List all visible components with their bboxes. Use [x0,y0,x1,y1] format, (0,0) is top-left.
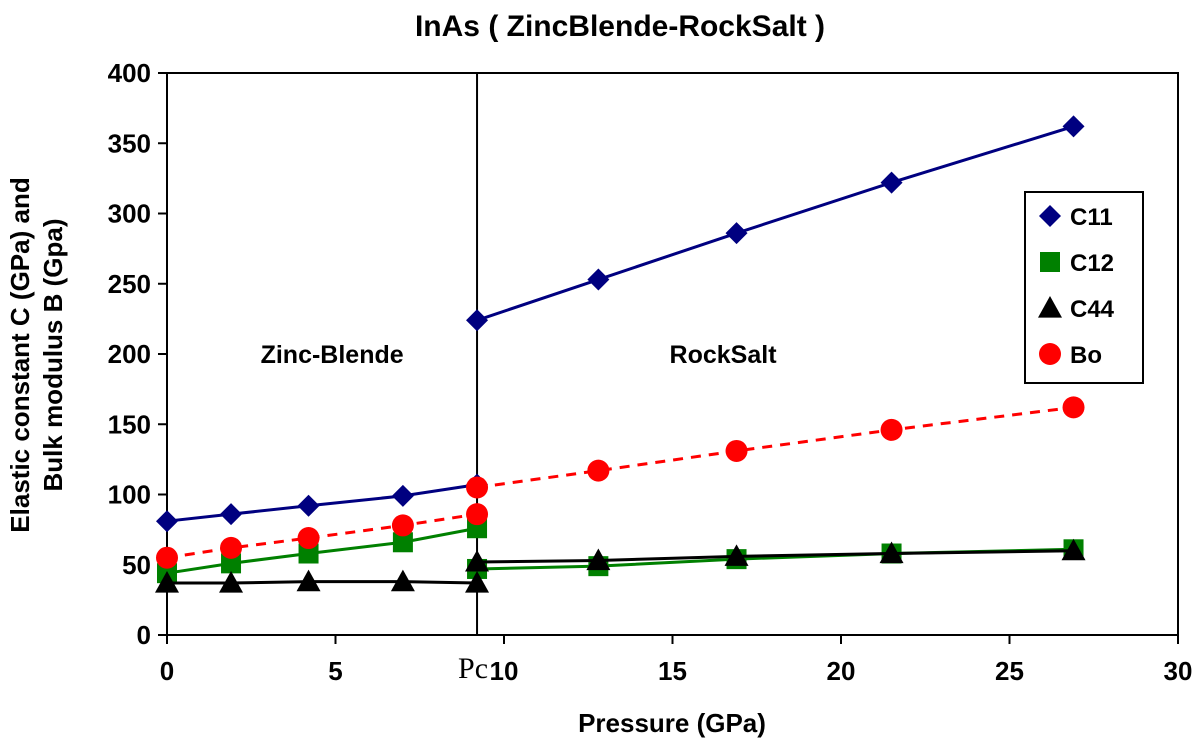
plot-area: 0 50 100 150 200 250 300 350 400 0 5 10 15 20 25 30 Pc Zi… [108,58,1193,686]
legend-label: C11 [1070,204,1113,231]
data-point [724,544,749,566]
y-tick-label: 400 [108,58,151,88]
data-point [391,514,414,537]
y-tick-label: 350 [108,128,151,158]
legend-marker [1040,252,1060,272]
data-point [586,548,611,571]
x-tick-label: 10 [490,656,519,686]
data-point [155,571,179,593]
data-point [879,541,904,564]
series-line [166,512,478,560]
data-point [466,476,489,499]
data-point [297,494,320,517]
series-c11 [156,115,1085,533]
data-point [391,484,414,507]
data-point [390,569,415,592]
legend-marker [1038,296,1062,318]
y-tick-label: 150 [108,409,151,439]
data-point [392,532,413,553]
series-c44 [155,538,1086,593]
series-line [166,526,478,575]
legend: C11 C12 C44 Bo [1024,191,1144,384]
data-point [219,571,244,593]
data-point [466,503,489,526]
legend-label: C44 [1070,296,1115,323]
x-tick-label: 25 [995,656,1024,686]
data-point [1062,396,1085,419]
data-point [1061,538,1086,561]
data-point [1062,115,1085,138]
series-line [477,549,1074,564]
legend-label: Bo [1070,342,1102,369]
region-label: RockSalt [670,341,778,369]
series-line [476,124,1074,322]
series-line [167,580,478,585]
legend-marker [1039,205,1061,227]
series-bo [156,396,1085,569]
data-point [221,553,242,574]
data-point [465,571,490,593]
data-point [220,503,243,526]
data-point [725,222,748,245]
data-point [298,543,319,564]
legend-label: C12 [1070,250,1114,277]
data-point [220,536,243,559]
y-tick-label: 0 [137,620,151,650]
y-tick-label: 250 [108,269,151,299]
region-label: Zinc-Blende [261,341,404,369]
data-point [156,546,178,569]
x-tick-label: 0 [160,656,174,686]
y-tick-label: 300 [108,199,151,229]
data-point [587,268,610,291]
data-point [880,171,903,194]
y-axis-label-line2: Bulk modulus B (Gpa) [38,219,68,492]
x-axis-label: Pressure (GPa) [578,708,766,738]
y-tick-label: 200 [108,339,151,369]
series-line [476,405,1074,489]
transition-label: Pc [458,652,488,685]
series-line [166,483,478,523]
x-tick-label: 15 [658,656,687,686]
data-point [466,309,489,332]
data-point [465,549,490,572]
data-point [587,459,610,482]
x-tick-label: 5 [328,656,342,686]
legend-marker [1039,343,1061,365]
chart-title: InAs ( ZincBlende-RockSalt ) [415,10,825,43]
data-point [156,510,178,533]
x-tick-label: 20 [827,656,856,686]
y-tick-label: 50 [122,550,151,580]
data-point [297,527,320,550]
y-tick-label: 100 [108,480,151,510]
y-axis-label-line1: Elastic constant C (GPa) and [5,177,35,532]
x-tick-label: 30 [1164,656,1193,686]
data-point [725,439,748,462]
data-point [880,418,903,441]
data-point [296,569,321,592]
series-c12 [157,518,1084,584]
